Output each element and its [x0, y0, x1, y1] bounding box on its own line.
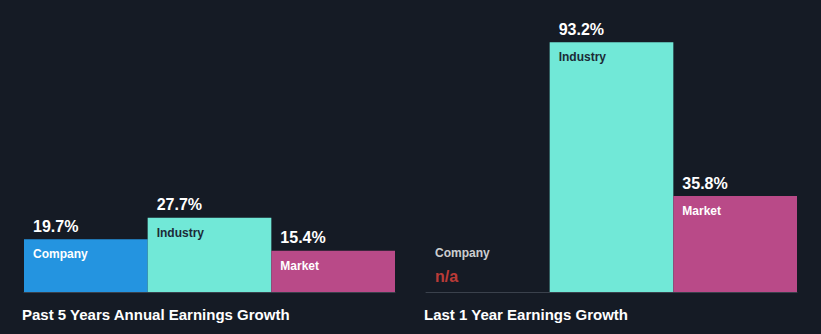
svg-text:Company: Company	[435, 246, 490, 260]
svg-text:Market: Market	[280, 259, 319, 273]
svg-text:93.2%: 93.2%	[559, 21, 604, 38]
svg-text:n/a: n/a	[435, 268, 458, 285]
svg-text:Last 1 Year Earnings Growth: Last 1 Year Earnings Growth	[424, 306, 628, 323]
svg-text:27.7%: 27.7%	[157, 196, 202, 213]
svg-text:Industry: Industry	[559, 50, 607, 64]
svg-text:15.4%: 15.4%	[280, 229, 325, 246]
svg-text:Past 5 Years Annual Earnings G: Past 5 Years Annual Earnings Growth	[22, 306, 290, 323]
svg-text:35.8%: 35.8%	[682, 175, 727, 192]
svg-text:Industry: Industry	[157, 226, 205, 240]
svg-text:19.7%: 19.7%	[33, 218, 78, 235]
svg-text:Company: Company	[33, 247, 88, 261]
svg-text:Market: Market	[682, 204, 721, 218]
